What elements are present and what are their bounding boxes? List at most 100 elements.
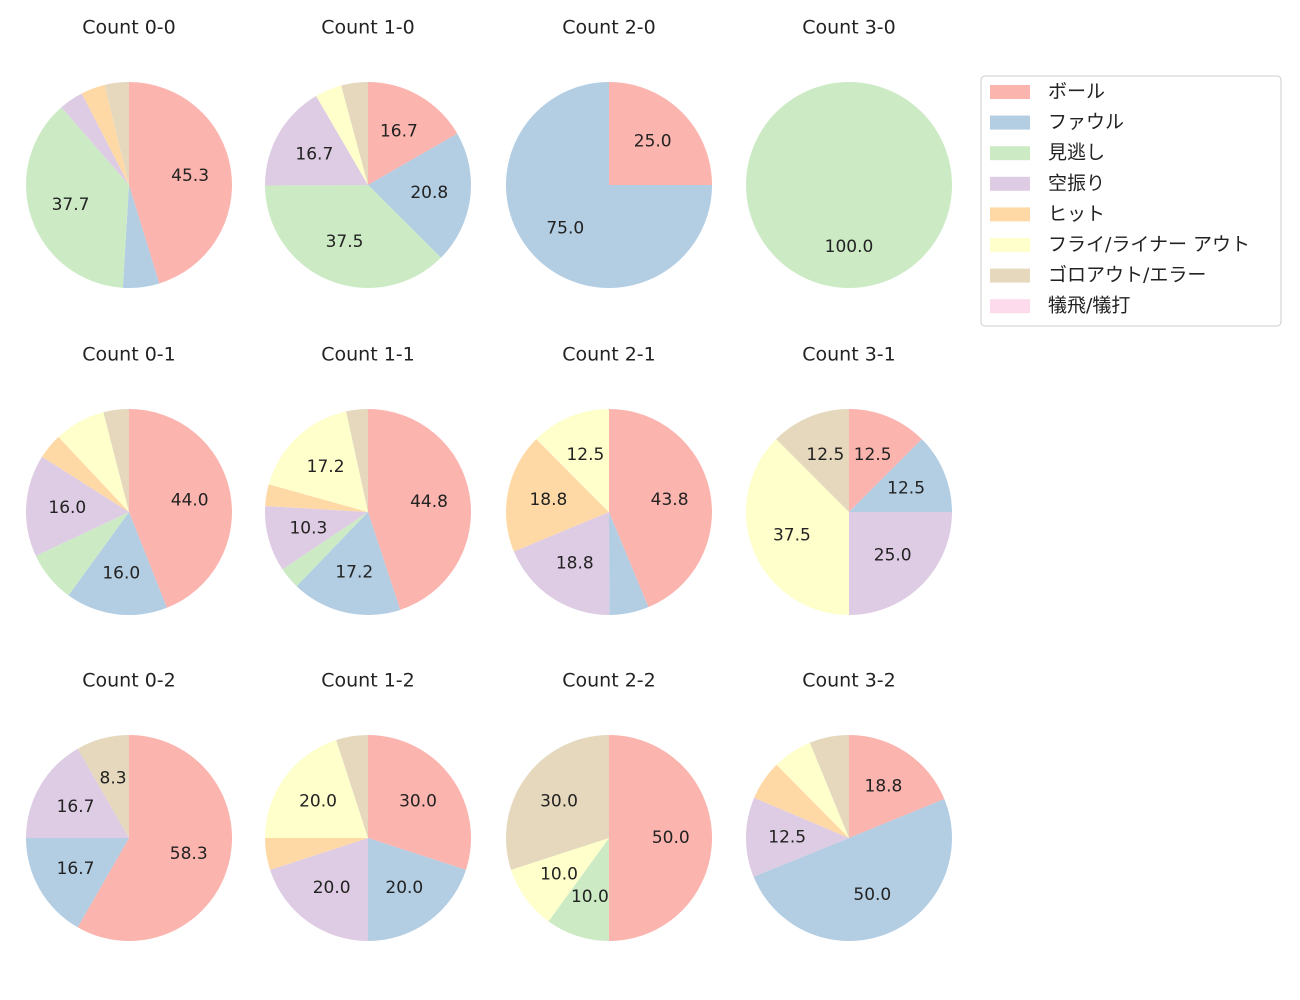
pie-slice (26, 456, 130, 556)
pie-slice (104, 84, 129, 185)
pie-slice (296, 512, 401, 615)
slice-label: 20.0 (299, 792, 337, 812)
pie-slice (506, 735, 609, 870)
pie-slice (341, 82, 368, 185)
pie-slice (103, 409, 129, 512)
pie-slice (536, 409, 609, 512)
legend-label: ゴロアウト/エラー (1048, 264, 1206, 286)
legend-label: 犠飛/犠打 (1048, 295, 1130, 317)
pie-slice (129, 82, 232, 284)
chart-title: Count 1-0 (321, 17, 415, 39)
slice-label: 20.0 (313, 878, 351, 898)
pie-slice (77, 735, 129, 838)
pie-slice (609, 735, 712, 941)
pie-slice (746, 82, 952, 288)
pie-slice (849, 735, 945, 838)
slice-label: 37.7 (52, 195, 90, 215)
slice-label: 18.8 (556, 553, 594, 573)
pie-slice (506, 439, 609, 552)
slice-label: 18.8 (865, 777, 903, 797)
slice-label: 12.5 (854, 445, 892, 465)
slice-label: 25.0 (874, 546, 912, 566)
pie-slice (849, 512, 952, 615)
chart-title: Count 2-2 (562, 670, 656, 692)
pie-slice (68, 512, 167, 615)
slice-label: 44.0 (171, 490, 209, 510)
pie-slice (849, 409, 922, 512)
legend-label: ヒット (1048, 203, 1105, 225)
pie-slice (609, 512, 649, 615)
slice-label: 10.3 (289, 518, 327, 538)
pie-slice (609, 82, 712, 185)
pie-slice (265, 838, 368, 870)
chart-title: Count 1-2 (321, 670, 415, 692)
slice-label: 12.5 (768, 828, 806, 848)
slice-label: 37.5 (326, 232, 364, 252)
slice-label: 37.5 (773, 526, 811, 546)
pie-slice (513, 512, 610, 615)
legend-swatch (990, 268, 1030, 283)
pie-slice (809, 735, 849, 838)
slice-label: 20.0 (385, 878, 423, 898)
slice-label: 16.7 (57, 859, 95, 879)
pie-slice (26, 838, 129, 928)
pie-slice (368, 133, 471, 258)
slice-label: 50.0 (652, 828, 690, 848)
slice-label: 16.0 (48, 498, 86, 518)
pie-slice (316, 85, 368, 185)
chart-title: Count 0-2 (82, 670, 176, 692)
pie-slice (746, 797, 849, 877)
pie-slice (336, 735, 368, 838)
pie-slice (368, 82, 458, 185)
slice-label: 8.3 (100, 768, 127, 788)
slice-label: 44.8 (410, 492, 448, 512)
slice-label: 58.3 (170, 844, 208, 864)
legend-label: 見逃し (1048, 142, 1105, 164)
chart-title: Count 0-1 (82, 344, 176, 366)
pie-slice (268, 411, 368, 512)
pie-slice (368, 838, 466, 941)
chart-title: Count 2-1 (562, 344, 656, 366)
legend-swatch (990, 115, 1030, 130)
pie-slice (346, 409, 368, 512)
pie-slice (511, 838, 609, 922)
pie-slice (776, 742, 849, 838)
legend-label: ボール (1048, 81, 1105, 103)
slice-label: 25.0 (634, 131, 672, 151)
pie-slice (368, 409, 472, 610)
slice-label: 17.2 (335, 562, 373, 582)
legend-swatch (990, 207, 1030, 222)
slice-label: 43.8 (651, 490, 689, 510)
chart-title: Count 0-0 (82, 17, 176, 39)
legend-swatch (990, 85, 1030, 99)
chart-title: Count 3-0 (802, 17, 896, 39)
slice-label: 17.2 (307, 457, 345, 477)
pie-slice (754, 764, 849, 838)
pie-slice (35, 512, 130, 596)
slice-label: 45.3 (171, 166, 209, 186)
legend-swatch (990, 238, 1030, 252)
pie-slice (776, 409, 849, 512)
pie-slice (61, 93, 129, 185)
pie-slice (265, 505, 368, 570)
pie-slice (77, 735, 232, 941)
slice-label: 12.5 (566, 445, 604, 465)
slice-label: 20.8 (410, 183, 448, 203)
pie-slice (265, 484, 368, 512)
pie-slice (81, 84, 129, 185)
slice-label: 18.8 (529, 490, 567, 510)
legend-box (980, 75, 1282, 327)
slice-label: 75.0 (546, 219, 584, 239)
pie-slice (265, 185, 442, 288)
legend-swatch (990, 176, 1030, 191)
pie-slice (58, 412, 129, 512)
chart-title: Count 3-1 (802, 344, 896, 366)
pie-slice (282, 512, 368, 587)
slice-label: 16.7 (57, 797, 95, 817)
pie-slice (26, 748, 129, 838)
pie-slice (265, 95, 368, 186)
pie-slice (25, 107, 130, 288)
slice-label: 30.0 (540, 792, 578, 812)
legend-label: ファウル (1048, 111, 1124, 133)
